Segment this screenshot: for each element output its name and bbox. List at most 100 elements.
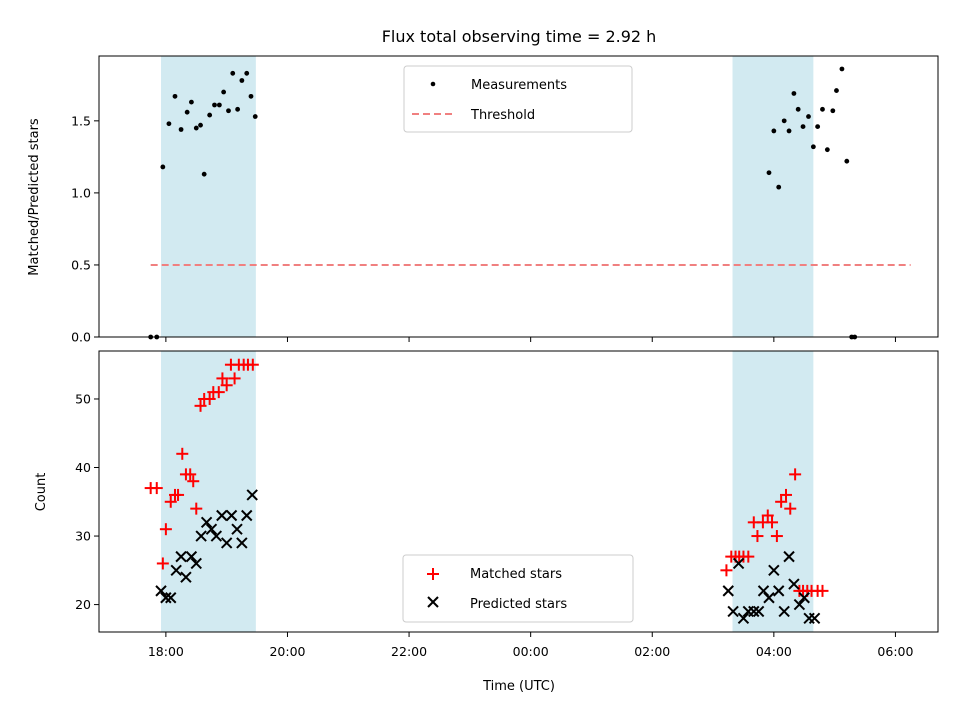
measurement-point	[160, 164, 166, 170]
y-tick-label: 50	[75, 391, 91, 406]
predicted-star-point	[778, 605, 790, 618]
bottom-legend-box	[402, 554, 634, 623]
x-tick-label: 02:00	[634, 644, 670, 659]
top-points	[148, 66, 858, 340]
matched-star-point	[766, 516, 779, 529]
measurement-point	[786, 128, 792, 134]
predicted-star-point	[727, 605, 739, 618]
predicted-star-point	[195, 530, 207, 542]
predicted-star-point	[236, 537, 248, 549]
measurement-point	[806, 114, 811, 119]
bottom-axes-frame	[98, 350, 939, 633]
measurement-point	[771, 128, 777, 134]
predicted-star-point	[165, 592, 177, 604]
predicted-star-point	[763, 592, 775, 604]
top-legend: Measurements Threshold	[403, 65, 633, 133]
measurement-point	[810, 144, 816, 150]
predicted-star-point	[748, 605, 760, 618]
legend-predicted-marker	[427, 596, 439, 608]
legend-measurements-label: Measurements	[471, 78, 567, 93]
y-tick-label: 1.0	[71, 185, 91, 200]
predicted-star-point	[185, 550, 198, 563]
legend-matched-marker	[427, 568, 439, 580]
measurement-point	[207, 112, 213, 118]
measurement-point	[776, 184, 782, 190]
shaded-interval	[161, 351, 256, 632]
predicted-star-point	[216, 509, 228, 522]
measurement-point	[244, 70, 250, 76]
measurement-point	[198, 122, 203, 128]
x-tick-label: 18:00	[148, 644, 184, 659]
predicted-star-point	[220, 537, 233, 549]
legend-matched-label: Matched stars	[470, 567, 562, 582]
predicted-star-point	[170, 564, 182, 577]
top-panel: 0.0 0.5 1.0 1.5 Matched/Predicted stars Mea…	[27, 55, 939, 345]
legend-threshold-label: Threshold	[470, 108, 535, 123]
measurement-point	[230, 70, 236, 76]
predicted-star-point	[225, 509, 238, 522]
measurement-point	[172, 93, 178, 99]
matched-star-point	[246, 358, 259, 371]
measurement-point	[193, 125, 199, 131]
bottom-panel: 20 30 40 50 18:00 20:00 22:00 00:00 02:00 04:00 0…	[34, 350, 939, 694]
matched-star-point	[775, 495, 788, 508]
predicted-star-point	[200, 516, 213, 529]
shaded-interval	[732, 56, 814, 337]
matched-star-point	[187, 475, 200, 488]
y-tick-label: 20	[75, 597, 91, 612]
top-axes-frame	[98, 55, 939, 338]
y-tick-label: 1.5	[71, 113, 91, 128]
predicted-star-point	[793, 598, 806, 611]
matched-star-point	[761, 509, 774, 522]
top-y-ticks: 0.0 0.5 1.0 1.5	[71, 113, 99, 345]
predicted-star-point	[205, 523, 218, 535]
matched-star-point	[780, 488, 793, 501]
matched-star-point	[751, 530, 764, 543]
x-tick-label: 00:00	[513, 644, 549, 659]
bottom-x-ticks: 18:00 20:00 22:00 00:00 02:00 04:00 06:00	[148, 632, 913, 659]
measurement-point	[248, 93, 254, 99]
matched-star-point	[784, 502, 797, 515]
x-tick-label: 04:00	[756, 644, 792, 659]
top-legend-box	[403, 65, 633, 133]
matched-star-point	[212, 386, 225, 399]
matched-star-point	[184, 468, 197, 481]
top-y-axis-label: Matched/Predicted stars	[27, 118, 42, 276]
measurement-point	[184, 109, 190, 115]
x-tick-label: 20:00	[269, 644, 305, 659]
measurement-point	[252, 114, 258, 119]
predicted-star-point	[231, 523, 243, 535]
measurement-point	[800, 124, 806, 130]
measurement-point	[166, 121, 172, 127]
measurement-point	[235, 106, 241, 112]
measurement-point	[830, 108, 836, 114]
legend-predicted-label: Predicted stars	[470, 597, 567, 612]
measurement-point	[221, 89, 227, 95]
predicted-star-point	[190, 557, 202, 570]
matched-star-point	[789, 468, 802, 481]
measurement-point	[226, 108, 231, 114]
measurement-point	[795, 106, 801, 112]
legend-measurements-marker	[430, 81, 436, 87]
predicted-star-point	[732, 557, 745, 570]
predicted-star-point	[246, 489, 258, 501]
y-tick-label: 0.0	[71, 330, 91, 345]
predicted-star-point	[798, 592, 810, 604]
measurement-point	[178, 127, 184, 132]
matched-star-point	[156, 557, 169, 570]
predicted-star-point	[155, 585, 167, 597]
measurement-point	[834, 88, 839, 93]
matched-star-point	[150, 482, 163, 495]
x-tick-label: 22:00	[391, 644, 427, 659]
predicted-star-point	[752, 605, 765, 618]
matched-star-point	[720, 564, 733, 577]
shaded-interval	[161, 56, 256, 337]
predicted-star-point	[722, 585, 734, 597]
matched-star-point	[159, 523, 172, 536]
matched-star-point	[770, 530, 783, 543]
bottom-legend: Matched stars Predicted stars	[402, 554, 634, 623]
matched-star-point	[203, 392, 216, 405]
predicted-star-point	[175, 550, 187, 563]
matched-star-point	[172, 488, 185, 501]
